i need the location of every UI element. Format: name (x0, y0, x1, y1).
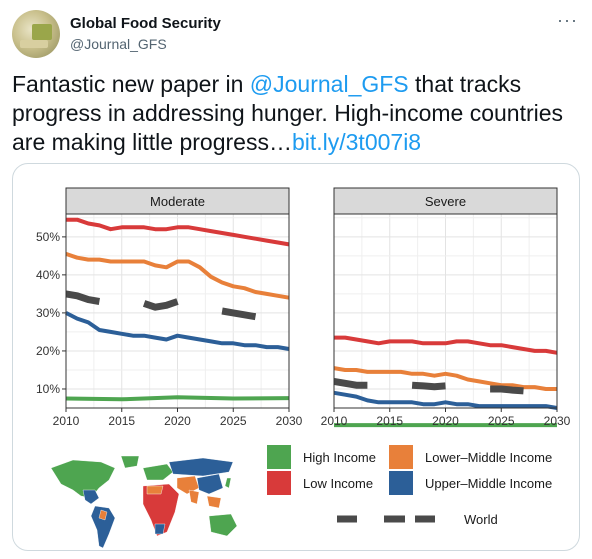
series-line-world (221, 307, 257, 321)
map-region (90, 505, 116, 549)
series-line-lower-middle-income (65, 252, 290, 300)
legend-label-world: World (464, 512, 498, 527)
tweet-media-image[interactable]: Moderate 10% 20% 30% 40% 50% 2010 2015 2020 2025 2… (12, 163, 580, 551)
panel-title: Severe (425, 194, 466, 209)
legend-label-high-income: High Income (303, 450, 376, 465)
map-region (120, 455, 140, 469)
panel-header-strip (65, 187, 290, 215)
tweet-text-end: that tracks progress in addressing hunge… (12, 71, 564, 155)
legend-swatch-high-income (267, 445, 291, 469)
y-tick-label: 20% (36, 344, 60, 358)
series-line-low-income (66, 217, 290, 247)
panel-severe: Severe 2010 2015 2020 2025 2030 (321, 187, 571, 428)
x-tick-label: 2025 (220, 414, 247, 428)
map-region (208, 513, 238, 537)
x-tick-label: 2015 (108, 414, 135, 428)
panel-header-strip (333, 187, 558, 215)
map-region (224, 477, 232, 489)
legend-label-low-income: Low Income (303, 476, 373, 491)
more-dots-icon[interactable]: ··· (557, 10, 578, 30)
series-line-world (65, 290, 100, 305)
map-region (82, 489, 100, 505)
map-region (188, 489, 200, 505)
legend-label-lower-middle-income: Lower–Middle Income (425, 450, 552, 465)
mention-link[interactable]: @Journal_GFS (249, 71, 409, 97)
legend-swatch-lower-middle-income (389, 445, 413, 469)
legend-swatch-low-income (267, 471, 291, 495)
legend: High Income Lower–Middle Income Low Income… (267, 445, 552, 527)
y-tick-label: 30% (36, 306, 60, 320)
map-region (196, 473, 224, 495)
avatar-label-icon (20, 40, 48, 48)
map-region (50, 459, 116, 499)
map-region (142, 463, 174, 481)
y-tick-label: 40% (36, 268, 60, 282)
y-tick-label: 10% (36, 382, 60, 396)
map-region (206, 495, 222, 509)
map-region (154, 523, 166, 535)
tweet-header: Global Food Security @Journal_GFS ··· (12, 10, 580, 58)
series-line-upper-middle-income (65, 311, 290, 351)
x-tick-label: 2030 (276, 414, 303, 428)
series-line-upper-middle-income (333, 390, 558, 410)
series-line-lower-middle-income (333, 366, 557, 391)
avatar[interactable] (12, 10, 60, 58)
y-tick-label: 50% (36, 230, 60, 244)
account-handle[interactable]: @Journal_GFS (70, 36, 167, 52)
series-line-high-income (65, 395, 290, 402)
series-line-world (411, 381, 446, 391)
x-tick-label: 2025 (488, 414, 515, 428)
chart-figure: Moderate 10% 20% 30% 40% 50% 2010 2015 2020 2025 2… (36, 187, 571, 549)
x-tick-label: 2010 (321, 414, 348, 428)
x-tick-label: 2015 (376, 414, 403, 428)
world-map (50, 455, 238, 549)
panel-moderate: Moderate 10% 20% 30% 40% 50% 2010 2015 2020 2025 2… (36, 187, 303, 428)
x-tick-label: 2020 (432, 414, 459, 428)
legend-label-upper-middle-income: Upper–Middle Income (425, 476, 552, 491)
series-line-world (490, 385, 524, 395)
series-line-world (142, 298, 179, 311)
x-tick-label: 2020 (164, 414, 191, 428)
tweet-text: Fantastic new paper in @Journal_GFS that… (12, 70, 580, 157)
x-tick-label: 2010 (53, 414, 80, 428)
map-region (142, 483, 180, 537)
series-line-low-income (334, 335, 558, 355)
x-tick-label: 2030 (544, 414, 571, 428)
map-region (98, 509, 108, 521)
account-name[interactable]: Global Food Security (70, 15, 221, 32)
avatar-logo-icon (32, 24, 52, 40)
map-region (146, 485, 164, 495)
tweet-text-start: Fantastic new paper in (12, 71, 250, 97)
panel-title: Moderate (150, 194, 205, 209)
map-region (168, 457, 234, 477)
legend-swatch-upper-middle-income (389, 471, 413, 495)
url-link[interactable]: bit.ly/3t007i8 (291, 129, 422, 155)
series-line-world (333, 377, 368, 389)
